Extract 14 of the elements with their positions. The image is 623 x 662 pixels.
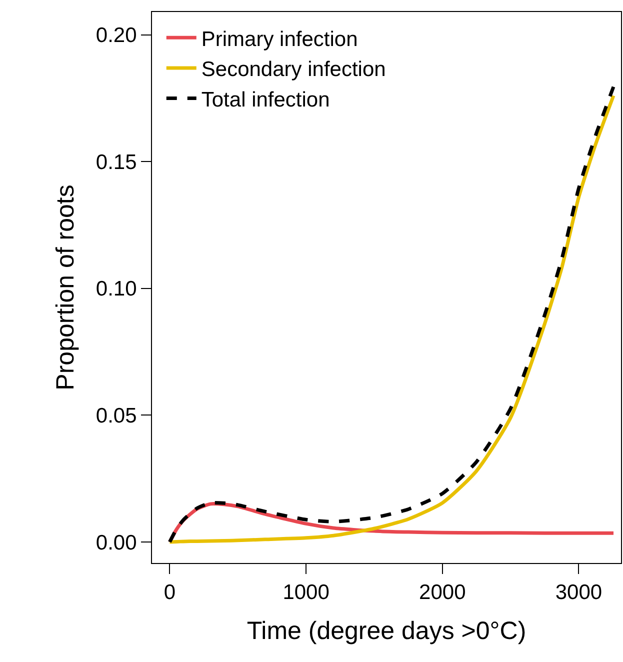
y-tick-label: 0.05 bbox=[96, 404, 137, 428]
x-axis-title: Time (degree days >0°C) bbox=[246, 617, 526, 646]
x-tick-label: 0 bbox=[164, 581, 176, 604]
legend-label: Total infection bbox=[201, 88, 330, 112]
y-axis-title: Proportion of roots bbox=[52, 184, 80, 390]
legend-label: Secondary infection bbox=[201, 58, 386, 82]
x-tick-label: 3000 bbox=[555, 581, 602, 604]
y-tick-label: 0.10 bbox=[96, 278, 137, 301]
x-tick-label: 1000 bbox=[282, 581, 330, 604]
y-tick-label: 0.15 bbox=[96, 150, 137, 174]
x-tick-label: 2000 bbox=[419, 581, 466, 604]
y-tick-label: 0.20 bbox=[96, 24, 137, 48]
legend-label: Primary infection bbox=[201, 28, 358, 51]
y-tick-label: 0.00 bbox=[96, 531, 137, 554]
